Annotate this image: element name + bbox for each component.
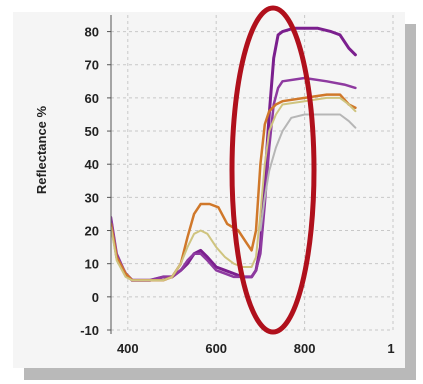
y-tick-label: 20 — [85, 224, 99, 239]
y-tick-label: -10 — [80, 323, 99, 338]
highlight-ellipse — [229, 5, 317, 335]
series-line-5 — [259, 113, 357, 232]
x-tick-label: 400 — [117, 341, 139, 356]
y-tick-label: 50 — [85, 124, 99, 139]
y-tick-label: 80 — [85, 25, 99, 40]
y-tick-label: 30 — [85, 190, 99, 205]
y-tick-label: 10 — [85, 257, 99, 272]
y-axis-ticks: -10 0 10 20 30 40 50 60 70 80 — [80, 25, 111, 338]
y-tick-label: 70 — [85, 58, 99, 73]
y-axis-label: Reflectance % — [34, 105, 49, 194]
x-tick-label: 1 — [387, 341, 394, 356]
x-tick-label: 600 — [205, 341, 227, 356]
y-tick-label: 60 — [85, 91, 99, 106]
x-axis-ticks: 400 600 800 1 — [117, 341, 395, 356]
series-line-2 — [111, 76, 357, 282]
y-tick-label: 0 — [92, 290, 99, 305]
x-tick-label: 800 — [294, 341, 316, 356]
gridlines — [111, 15, 394, 331]
chart-frame — [13, 12, 405, 368]
y-tick-label: 40 — [85, 157, 99, 172]
series-line-4 — [111, 96, 357, 282]
